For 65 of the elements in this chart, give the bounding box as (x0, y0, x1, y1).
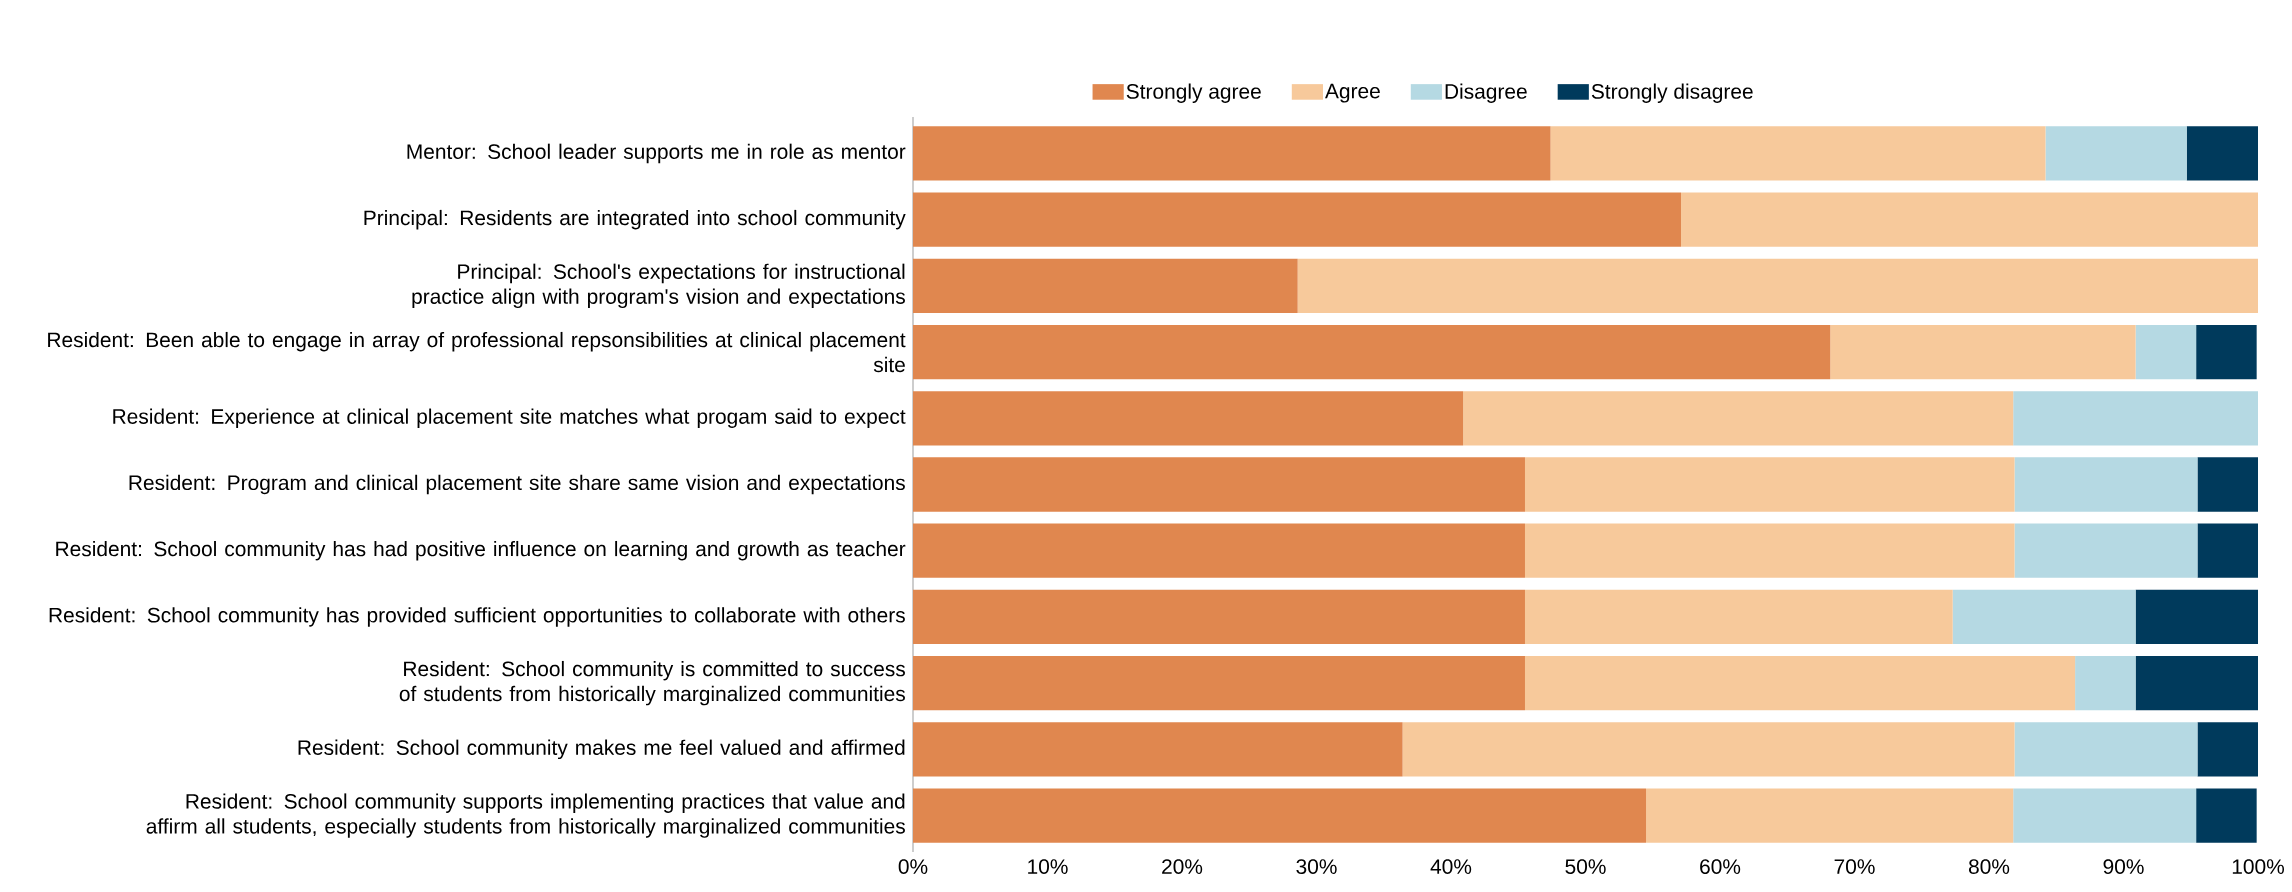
y-tick-label: Resident: Program and clinical placement site share same vision and expectations (129, 474, 905, 495)
bar (913, 523, 1525, 578)
y-tick-label: Resident: Been able to engage in array of professional repsonsibilities at clinical placement site (48, 331, 906, 373)
y-tick-label: Resident: School community is committed to success of students from historically marginalized communities (399, 660, 905, 706)
bar (913, 126, 1551, 181)
bar (2135, 324, 2197, 380)
bar (913, 656, 1525, 711)
bar (1463, 391, 2014, 446)
bar (1952, 589, 2136, 645)
y-tick-label: Resident: Experience at clinical placement site matches what progam said to expect (113, 408, 906, 429)
bar (913, 258, 1298, 313)
bar (1830, 324, 2136, 380)
x-tick-label: 90% (2103, 859, 2144, 874)
bar (2045, 126, 2187, 181)
bar (913, 324, 1831, 380)
bar (2186, 126, 2259, 181)
legend-label: Strongly disagree (1591, 83, 1753, 103)
bar (2197, 457, 2259, 512)
x-tick-label: 10% (1028, 859, 1068, 874)
bar (2196, 788, 2257, 843)
y-tick-label: Resident: School community has provided sufficient opportunities to collaborate with others (49, 607, 905, 627)
bar (913, 589, 1525, 645)
bar (2196, 324, 2257, 380)
y-tick-label: Resident: School community has had positive influence on learning and growth as teacher (56, 540, 906, 561)
x-tick-label: 0% (898, 859, 928, 874)
bar (1524, 457, 2015, 512)
y-tick-label: Resident: School community supports implementing practices that value and affirm all students, especially students from historically marginalized communities (146, 793, 905, 838)
bar (2013, 788, 2197, 843)
legend-label: Agree (1325, 83, 1380, 103)
bar (1524, 656, 2076, 711)
bar (913, 788, 1647, 843)
bar (1297, 258, 2259, 313)
bar (2197, 523, 2259, 578)
bar (2197, 722, 2259, 777)
legend-label: Strongly agree (1126, 83, 1261, 103)
bar (2013, 391, 2259, 446)
bar (913, 192, 1681, 247)
bar (2014, 523, 2198, 578)
x-tick-label: 50% (1565, 859, 1606, 874)
bar (2135, 656, 2259, 711)
x-tick-label: 40% (1430, 859, 1472, 874)
bar (2075, 656, 2136, 711)
bar (1524, 523, 2015, 578)
bar (2135, 589, 2259, 645)
bar (913, 457, 1525, 512)
x-tick-label: 80% (1968, 859, 2010, 874)
bar (913, 722, 1403, 777)
x-tick-label: 60% (1700, 859, 1741, 874)
y-tick-label: Principal: Residents are integrated into school community (364, 209, 906, 230)
bar (1681, 192, 2259, 247)
y-tick-label: Principal: School's expectations for instructional practice align with program's vision and expectations (412, 263, 905, 309)
bar (913, 391, 1464, 446)
y-tick-label: Mentor: School leader supports me in role as mentor (407, 143, 906, 164)
bar (1550, 126, 2046, 181)
y-tick-label: Resident: School community makes me feel valued and affirmed (298, 739, 905, 760)
x-tick-label: 100% (2232, 859, 2285, 874)
bar (1524, 589, 1953, 645)
bar (1646, 788, 2014, 843)
x-tick-label: 70% (1834, 859, 1875, 874)
x-tick-label: 20% (1162, 859, 1203, 874)
bar (2014, 722, 2198, 777)
bar (1402, 722, 2015, 777)
x-tick-label: 30% (1296, 859, 1337, 874)
bar (2014, 457, 2198, 512)
legend-label: Disagree (1445, 83, 1527, 103)
